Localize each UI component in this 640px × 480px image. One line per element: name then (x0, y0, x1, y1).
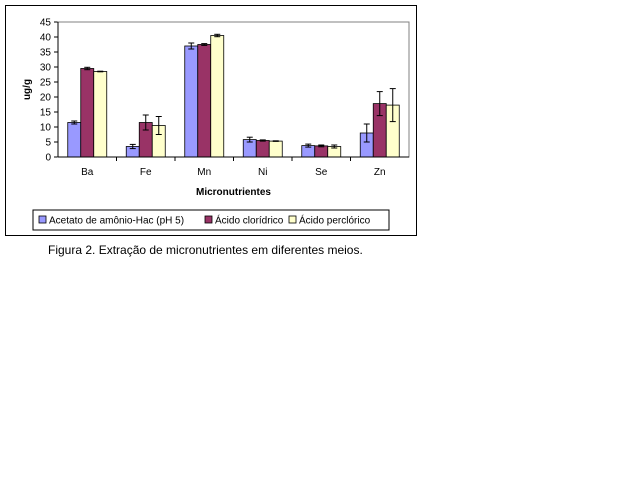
error-bar-mn-series-2 (201, 43, 208, 46)
legend-swatch (204, 215, 213, 224)
bar-se-series-2 (314, 145, 329, 158)
legend-swatch (288, 215, 297, 224)
error-bar-se-series-2 (318, 144, 325, 148)
legend: Acetato de amônio-Hac (pH 5) Ácido cloríd… (32, 209, 390, 231)
error-bar-se-series-3 (331, 144, 338, 149)
bars (67, 35, 400, 158)
error-bar-zn-series-2 (376, 91, 383, 117)
legend-label: Acetato de amônio-Hac (pH 5) (49, 216, 184, 227)
bar-ni-series-2 (255, 140, 270, 158)
error-bar-ba-series-1 (71, 120, 78, 125)
error-bar-se-series-1 (305, 143, 312, 148)
x-axis-title: Micronutrientes (196, 187, 271, 198)
x-tick-label: Mn (197, 167, 211, 178)
error-bar-ni-series-2 (259, 139, 266, 142)
x-tick-label: Zn (374, 167, 386, 178)
legend-label: Ácido perclórico (299, 214, 371, 227)
plot-area-border (57, 21, 410, 158)
error-bar-fe-series-3 (155, 116, 162, 135)
bar-mn-series-3 (210, 35, 225, 158)
chart-frame: 0 5 10 15 20 25 30 35 40 45 Ba Fe Mn Ni Se Zn ug/g Mic… (5, 5, 417, 236)
y-tick-label: 20 (40, 93, 52, 104)
error-bar-zn-series-1 (363, 123, 370, 143)
error-bar-zn-series-3 (389, 88, 396, 123)
y-tick-label: 0 (45, 153, 51, 164)
bar-ba-series-2 (80, 68, 95, 158)
y-tick-label: 15 (40, 108, 52, 119)
y-tick-label: 30 (40, 63, 52, 74)
error-bar-ni-series-3 (272, 140, 279, 142)
bar-mn-series-1 (184, 45, 199, 158)
y-axis-title: ug/g (22, 79, 33, 100)
x-axis-ticks: Ba Fe Mn Ni Se Zn (57, 22, 409, 178)
error-bar-mn-series-3 (214, 33, 221, 38)
bar-chart: 0 5 10 15 20 25 30 35 40 45 Ba Fe Mn Ni Se Zn ug/g Mic… (22, 18, 410, 231)
x-tick-label: Ba (81, 167, 94, 178)
bar-ni-series-3 (268, 140, 283, 158)
y-tick-label: 45 (40, 18, 52, 29)
y-tick-label: 35 (40, 48, 52, 59)
y-tick-label: 10 (40, 123, 52, 134)
x-tick-label: Se (315, 167, 328, 178)
error-bar-mn-series-1 (188, 42, 195, 50)
x-tick-label: Fe (140, 167, 152, 178)
y-axis-ticks: 0 5 10 15 20 25 30 35 40 45 (40, 18, 58, 164)
error-bar-fe-series-1 (129, 143, 136, 150)
figure-caption: Figura 2. Extração de micronutrientes em… (48, 243, 363, 257)
legend-swatch (38, 215, 47, 224)
bar-ba-series-1 (67, 122, 82, 158)
y-tick-label: 40 (40, 33, 52, 44)
y-tick-label: 5 (45, 138, 51, 149)
error-bar-ba-series-2 (84, 66, 91, 71)
error-bars (71, 33, 396, 150)
error-bar-ni-series-1 (246, 136, 253, 143)
x-tick-label: Ni (258, 167, 267, 178)
y-tick-label: 25 (40, 78, 52, 89)
legend-label: Ácido clorídrico (215, 214, 284, 227)
bar-ba-series-3 (93, 71, 108, 158)
bar-mn-series-2 (197, 44, 212, 158)
error-bar-fe-series-2 (142, 114, 149, 131)
error-bar-ba-series-3 (97, 70, 104, 73)
